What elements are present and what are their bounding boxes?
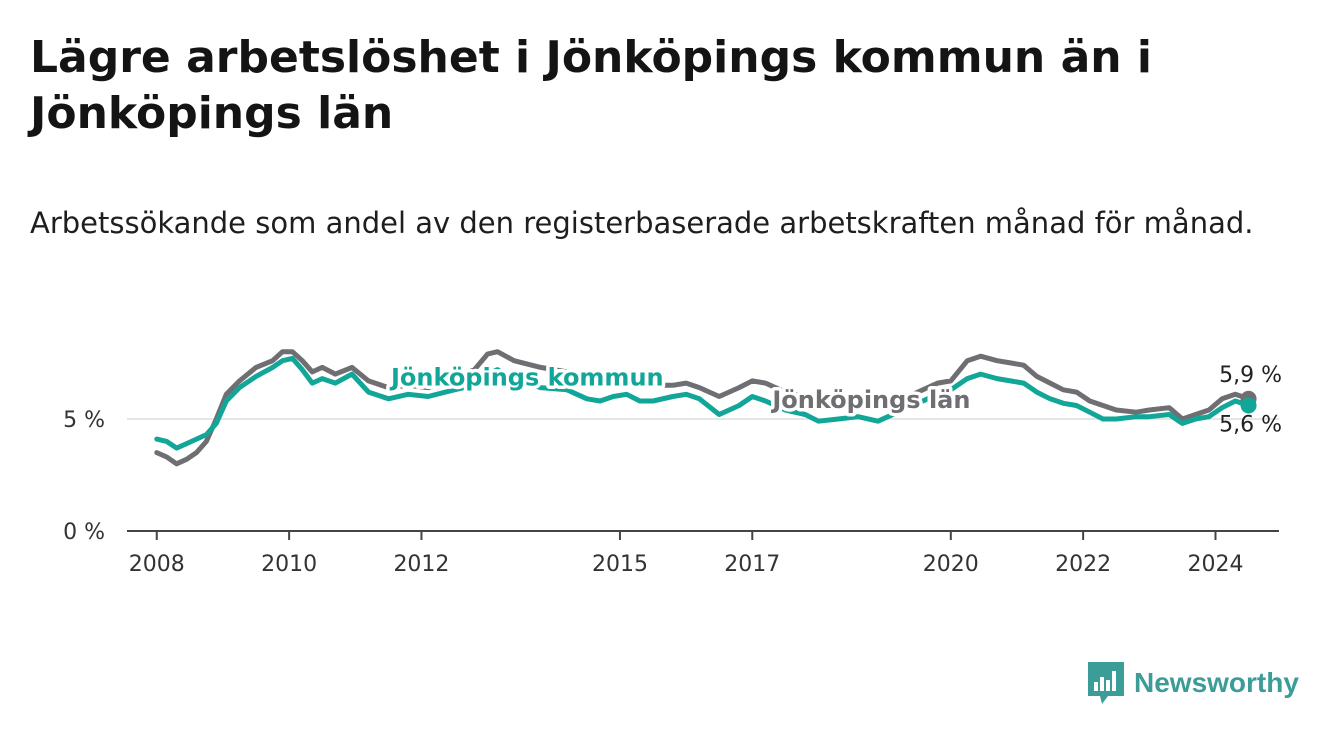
x-axis-labels: 2008 2010 2012 2015 2017 2020 2022 2024 xyxy=(129,552,1244,577)
newsworthy-bar-chart-icon xyxy=(1088,662,1124,704)
series-lines xyxy=(154,349,1252,467)
series-annotations: Jönköpings kommun Jönköpings län xyxy=(386,360,974,417)
y-tick-label: 5 % xyxy=(63,408,105,433)
x-tick-label: 2024 xyxy=(1187,552,1243,577)
series-annotation-label: Jönköpings kommun xyxy=(389,363,664,391)
chart-title: Lägre arbetslöshet i Jönköpings kommun ä… xyxy=(30,32,1152,139)
series-endpoints: 5,9 % 5,6 % xyxy=(1219,363,1282,438)
x-tick-label: 2012 xyxy=(393,552,449,577)
x-axis xyxy=(127,530,1279,540)
x-tick-label: 2010 xyxy=(261,552,317,577)
y-axis-labels: 0 % 5 % xyxy=(63,408,105,545)
newsworthy-logo: Newsworthy xyxy=(1088,660,1299,706)
x-tick-label: 2020 xyxy=(923,552,979,577)
x-tick-label: 2017 xyxy=(724,552,780,577)
x-tick-label: 2008 xyxy=(129,552,185,577)
brand-name: Newsworthy xyxy=(1134,667,1299,698)
series-line xyxy=(154,349,1252,467)
series-line xyxy=(154,355,1252,451)
chart-subtitle: Arbetssökande som andel av den registerb… xyxy=(30,206,1254,240)
x-tick-label: 2022 xyxy=(1055,552,1111,577)
series-end-value-label: 5,6 % xyxy=(1219,413,1282,438)
series-annotation-label: Jönköpings län xyxy=(770,386,970,414)
y-tick-label: 0 % xyxy=(63,520,105,545)
series-end-value-label: 5,9 % xyxy=(1219,363,1282,388)
x-tick-label: 2015 xyxy=(592,552,648,577)
line-chart: 0 %5 % 2008 2010 2012 2015 2017 2020 2022 2024 … xyxy=(63,349,1282,577)
series-endpoint-marker xyxy=(1240,397,1257,414)
